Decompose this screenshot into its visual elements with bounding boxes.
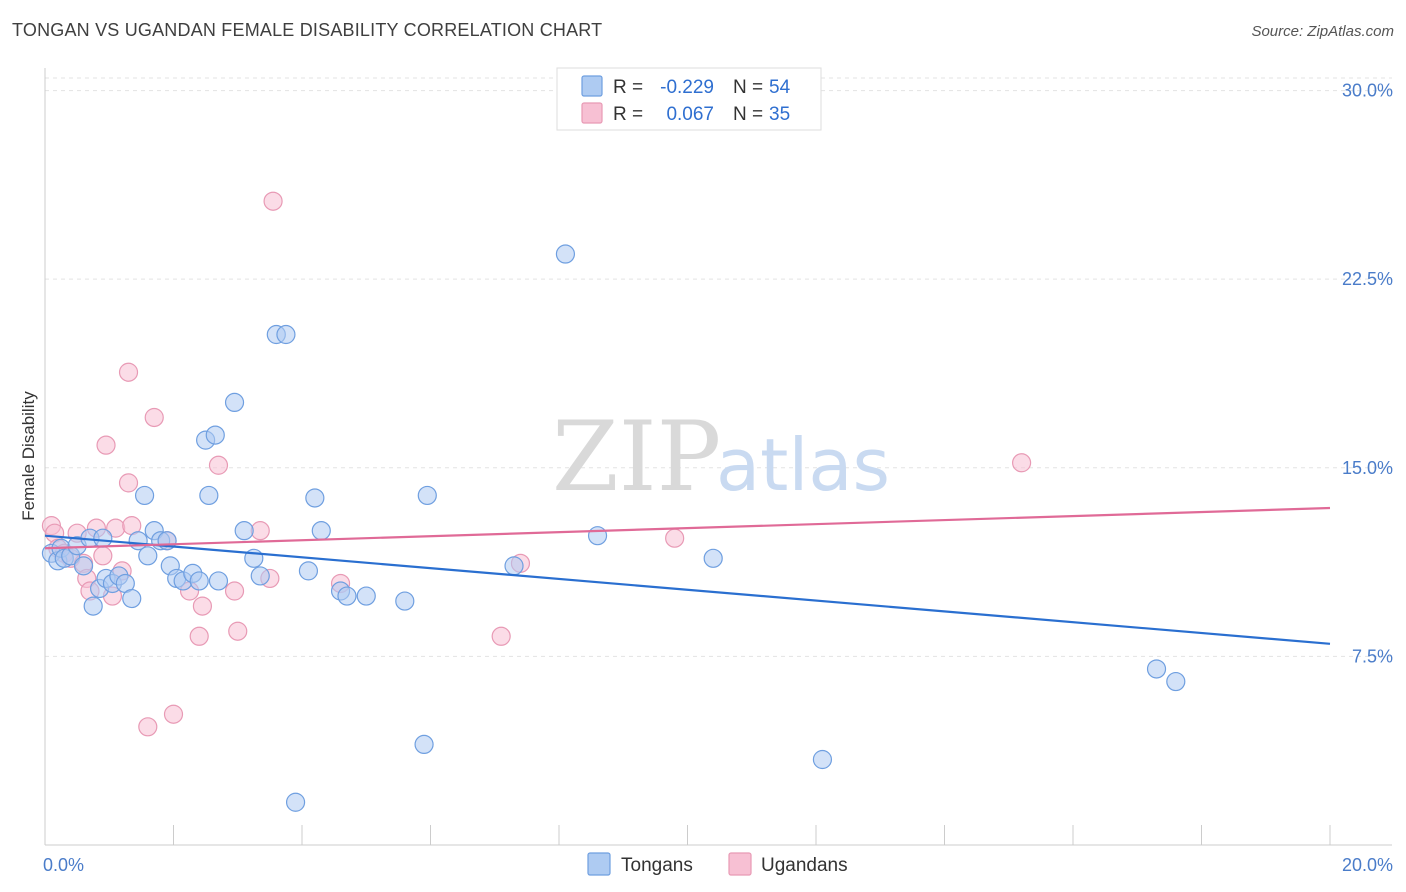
tongan-point (234, 521, 254, 541)
ugandan-point (138, 717, 158, 737)
series-legend: Tongans Ugandans (587, 852, 848, 876)
tongan-point (276, 324, 296, 345)
correlation-legend: R = -0.229 N = 54 R = 0.067 N = 35 (556, 67, 822, 131)
watermark-atlas: atlas (716, 423, 890, 507)
axes (44, 68, 1392, 846)
legend-n-label-tongans: N = (733, 77, 763, 98)
ugandan-point (665, 528, 685, 548)
tongan-point (1146, 659, 1167, 679)
trend-lines (44, 506, 1331, 645)
y-tick-label: 22.5% (1342, 269, 1393, 289)
tongan-point (395, 591, 415, 611)
tongan-point (812, 749, 833, 770)
legend-swatch-tongans (581, 75, 603, 97)
y-tick-label: 30.0% (1342, 81, 1393, 101)
tongan-point (311, 521, 331, 541)
tongan-point (93, 528, 113, 548)
legend-swatch-ugandans (581, 102, 603, 124)
ugandan-point (250, 521, 270, 541)
ugandan-point (163, 704, 184, 724)
bottom-legend-swatch-ugandans (728, 852, 752, 876)
legend-n-value-tongans: 54 (769, 77, 791, 98)
y-tick-labels: 7.5% 15.0% 22.5% 30.0% (1342, 81, 1393, 667)
tongan-point (555, 244, 576, 264)
tongan-point (138, 546, 158, 566)
ugandan-point (118, 362, 139, 382)
watermark-zip: ZIP (552, 401, 721, 513)
ugandan-point (192, 596, 213, 616)
bottom-legend-label-ugandans: Ugandans (761, 855, 848, 876)
tongan-point (224, 392, 245, 413)
ugandan-point (228, 621, 248, 641)
tongan-point (417, 485, 437, 506)
legend-n-label-ugandans: N = (733, 104, 763, 125)
legend-r-label-tongans: R = (613, 77, 643, 98)
x-tick-labels: 0.0% 20.0% (43, 855, 1393, 875)
y-axis-label: Female Disability (19, 391, 38, 521)
y-tick-label: 7.5% (1352, 646, 1393, 666)
x-tick-label-max: 20.0% (1342, 855, 1393, 875)
ugandan-point (1011, 453, 1032, 473)
ugandan-point (208, 455, 229, 475)
tongan-point (285, 792, 306, 812)
tongan-points (41, 244, 1186, 812)
legend-r-label-ugandans: R = (613, 104, 643, 125)
x-tick-label-min: 0.0% (43, 855, 84, 875)
ugandan-point (189, 626, 209, 646)
chart-title: TONGAN VS UGANDAN FEMALE DISABILITY CORR… (12, 20, 603, 40)
legend-r-value-ugandans: 0.067 (666, 104, 714, 125)
tongan-point (122, 588, 142, 609)
ugandan-point (263, 191, 283, 211)
ugandan-point (118, 473, 139, 493)
ugandan-point (144, 407, 164, 428)
tongan-point (1166, 671, 1186, 692)
tongan-point (189, 571, 209, 591)
tongan-point (134, 485, 155, 506)
legend-n-value-ugandans: 35 (769, 104, 790, 125)
tongan-point (205, 425, 225, 445)
tongan-point (703, 548, 723, 568)
ugandan-point (96, 435, 116, 455)
tongan-point (199, 485, 219, 506)
tongan-point (250, 566, 270, 586)
grid-lines (45, 77, 1392, 657)
tongan-point (208, 571, 229, 591)
tongan-point (305, 488, 325, 508)
ugandan-point (93, 546, 113, 566)
source-label: Source: ZipAtlas.com (1251, 23, 1394, 40)
tongan-point (587, 526, 608, 546)
tongan-point (414, 734, 434, 755)
tongan-point (356, 586, 376, 606)
tongan-point (298, 561, 319, 581)
tongan-point (504, 556, 524, 576)
tongan-trend-line (44, 534, 1331, 645)
y-tick-label: 15.0% (1342, 458, 1393, 478)
legend-r-value-tongans: -0.229 (660, 77, 714, 98)
tongan-point (337, 586, 357, 606)
bottom-legend-label-tongans: Tongans (621, 855, 693, 876)
tongan-point (83, 596, 103, 616)
ugandan-point (491, 626, 511, 646)
ugandan-point (224, 581, 245, 601)
tongan-point (73, 556, 94, 576)
watermark: ZIP atlas (552, 401, 890, 513)
ugandan-trend-line (44, 506, 1331, 550)
bottom-legend-swatch-tongans (587, 852, 611, 876)
